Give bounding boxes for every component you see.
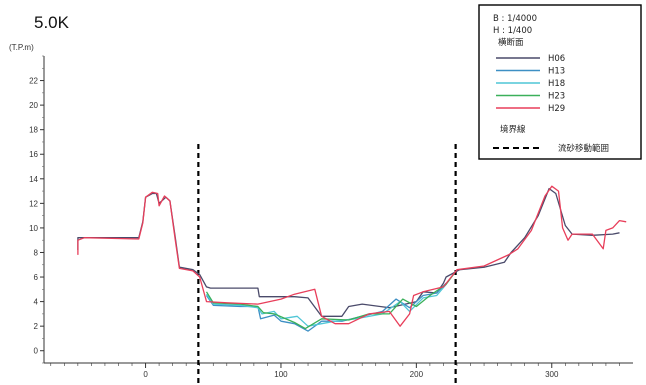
chart-title: 5.0K: [34, 13, 70, 32]
y-axis-label: (T.P.m): [9, 43, 34, 52]
legend-items: H06 H13 H18 H23 H29: [496, 54, 565, 114]
legend-boundary-heading: 境界線: [500, 124, 526, 135]
x-tick-label: 200: [410, 370, 424, 379]
series-line-h23: [205, 273, 455, 330]
legend-box: [478, 4, 642, 160]
legend-scale-b: B : 1/4000: [493, 14, 537, 24]
y-tick-label: 6: [34, 273, 39, 282]
y-tick-label: 12: [29, 199, 38, 208]
y-tick-label: 4: [34, 298, 39, 307]
series-line-h06: [77, 187, 620, 317]
series-line-h29: [77, 185, 627, 327]
y-tick-label: 18: [29, 126, 38, 135]
y-tick-label: 0: [34, 347, 39, 356]
y-tick-label: 16: [29, 150, 38, 159]
legend-label-h29: H29: [548, 104, 565, 114]
legend-label-h13: H13: [548, 67, 565, 77]
legend: B : 1/4000 H : 1/400 横断面 H06 H13 H18 H23 H29…: [478, 4, 642, 160]
legend-scale-h: H : 1/400: [493, 26, 532, 36]
boundary-lines: [197, 144, 457, 385]
legend-title: 横断面: [498, 37, 524, 48]
y-tick-label: 10: [29, 224, 38, 233]
x-tick-label: 0: [143, 370, 148, 379]
axes-group: 0 2 4 6 8 10 12 14 16 18 20 22 0 100 200 300: [29, 55, 633, 379]
series-group: [77, 185, 627, 332]
y-tick-label: 2: [34, 322, 39, 331]
y-tick-label: 22: [29, 77, 38, 86]
legend-label-h23: H23: [548, 92, 565, 102]
y-tick-label: 14: [29, 175, 38, 184]
series-line-h13: [205, 282, 447, 332]
x-tick-label: 300: [545, 370, 559, 379]
legend-boundary-label: 流砂移動範囲: [558, 143, 609, 154]
x-tick-label: 100: [274, 370, 288, 379]
legend-label-h18: H18: [548, 79, 565, 89]
legend-label-h06: H06: [548, 54, 565, 64]
series-line-h18: [205, 283, 447, 327]
y-tick-label: 8: [34, 248, 39, 257]
y-tick-label: 20: [29, 101, 38, 110]
